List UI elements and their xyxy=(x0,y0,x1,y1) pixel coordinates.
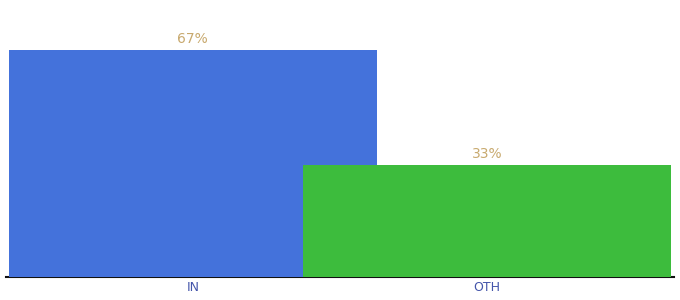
Bar xyxy=(9,50,377,277)
Text: 67%: 67% xyxy=(177,32,208,46)
Text: 33%: 33% xyxy=(472,147,503,161)
Bar xyxy=(303,165,671,277)
